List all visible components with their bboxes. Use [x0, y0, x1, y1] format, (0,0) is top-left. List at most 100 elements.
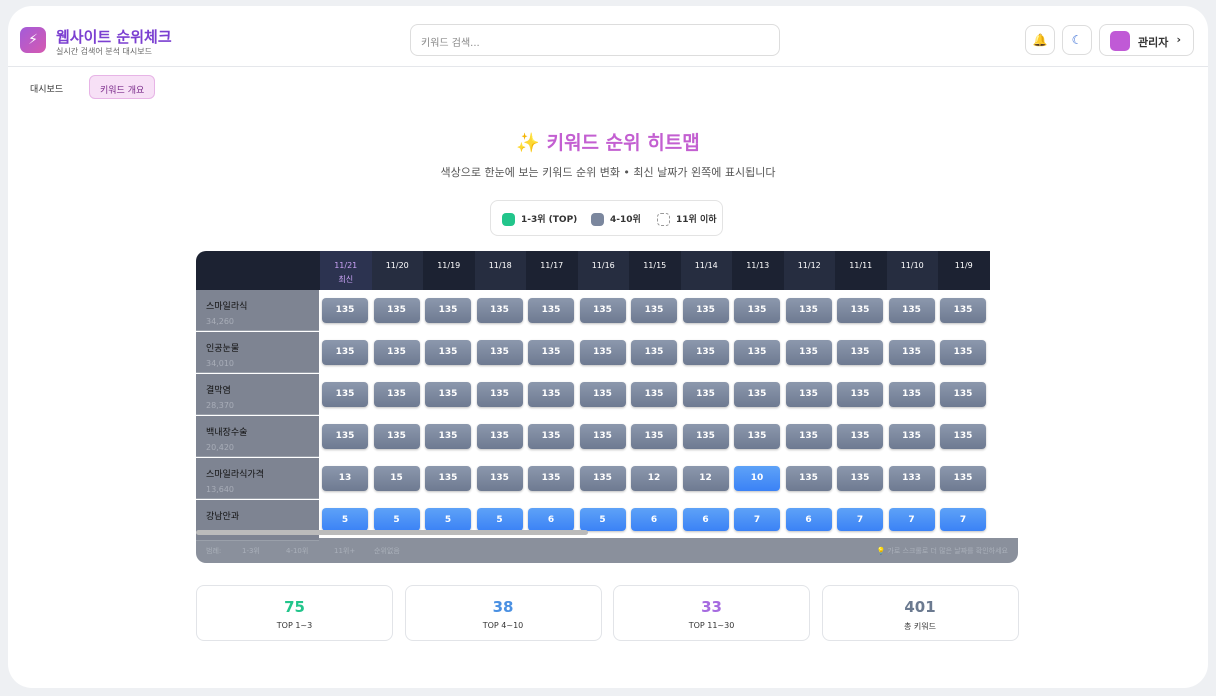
stat-value: 401	[904, 598, 936, 616]
rank-cell: 6	[785, 508, 832, 531]
rank-cell: 7	[734, 508, 780, 531]
theme-button[interactable]: ☾	[1062, 25, 1092, 55]
rank-cell: 12	[631, 466, 677, 491]
rank-cell: 5	[425, 508, 471, 531]
heatmap-table: 범례: 1-3위 4-10위 11위+ 순위없음 💡 가로 스크롤로 더 많은 …	[196, 251, 1018, 563]
tab-active[interactable]: 키워드 개요	[89, 75, 156, 99]
keyword-cell: 결막염 28,370	[196, 374, 319, 415]
rank-cell: 135	[425, 382, 471, 407]
latest-label: 최신	[338, 275, 354, 284]
date-label: 11/21	[334, 261, 358, 270]
date-header: 11/12	[783, 251, 835, 290]
date-label: 11/17	[540, 261, 564, 270]
rank-cell: 7	[888, 508, 935, 531]
volume: 34,260	[206, 317, 234, 326]
stat-label: TOP 4~10	[482, 621, 524, 630]
date-label: 11/9	[954, 261, 973, 270]
stat-card: 33 TOP 11~30	[613, 585, 810, 641]
keyword: 스마일라식가격	[206, 470, 264, 480]
rank-cell: 135	[940, 340, 986, 365]
notification-button[interactable]: 🔔	[1025, 25, 1055, 55]
heatmap-title: ✨ 키워드 순위 히트맵	[516, 132, 700, 154]
rank-cell: 135	[837, 340, 883, 365]
rank-cell: 135	[940, 382, 986, 407]
volume: 28,370	[206, 401, 234, 410]
date-header: 11/19	[423, 251, 475, 290]
rank-cell: 135	[425, 340, 471, 365]
date-label: 11/10	[900, 261, 924, 270]
rank-cell: 5	[476, 508, 523, 531]
rank-cell: 12	[682, 466, 729, 491]
rank-cell: 7	[837, 508, 883, 531]
rank-cell: 135	[579, 466, 626, 491]
date-label: 11/11	[849, 261, 873, 270]
table-footer: 범례: 1-3위 4-10위 11위+ 순위없음 💡 가로 스크롤로 더 많은 …	[196, 538, 1018, 563]
rank-cell: 13	[322, 466, 368, 491]
legend-label: 1-3위 (TOP)	[521, 215, 578, 225]
rank-cell: 135	[528, 340, 574, 365]
corner	[196, 251, 320, 290]
rank-cell: 135	[940, 466, 986, 491]
volume: 20,420	[206, 443, 234, 452]
rank-cell: 6	[528, 508, 574, 531]
keyword-cell: 백내장수술 20,420	[196, 416, 319, 457]
chevron: ›	[1176, 33, 1181, 46]
rank-cell: 135	[579, 424, 626, 449]
user-menu[interactable]: 관리자 ›	[1099, 24, 1194, 56]
logo: ⚡	[20, 27, 46, 53]
rank-cell: 15	[373, 466, 420, 491]
date-label: 11/16	[591, 261, 615, 270]
rank-cell: 135	[322, 340, 368, 365]
scrollbar	[196, 530, 588, 535]
legend-item: 1-3위 (TOP)	[502, 212, 577, 226]
keyword-cell: 스마일라식 34,260	[196, 290, 319, 331]
rank-cell: 133	[888, 466, 935, 491]
rank-cell: 135	[734, 424, 780, 449]
legend: 1-3위 (TOP) 4-10위 11위 이하	[490, 200, 723, 236]
rank-cell: 135	[579, 382, 626, 407]
rank-cell: 135	[631, 424, 677, 449]
rank-cell: 135	[528, 466, 574, 491]
legend-label: 4-10위	[610, 215, 641, 225]
rank-cell: 135	[682, 424, 729, 449]
rank-cell: 135	[425, 298, 471, 323]
rank-cell: 135	[940, 298, 986, 323]
rank-cell: 135	[682, 382, 729, 407]
rank-cell: 135	[476, 382, 523, 407]
rank-cell: 135	[322, 424, 368, 449]
stat-value: 75	[284, 598, 305, 616]
rank-cell: 135	[528, 298, 574, 323]
date-label: 11/12	[797, 261, 821, 270]
rank-cell: 135	[888, 382, 935, 407]
rank-cell: 135	[528, 424, 574, 449]
footer-legend-item: 4-10위	[286, 547, 309, 555]
rank-cell: 135	[425, 424, 471, 449]
rank-cell: 135	[631, 340, 677, 365]
app-title: 웹사이트 순위체크	[56, 28, 172, 46]
date-label: 11/14	[694, 261, 718, 270]
rank-cell: 135	[888, 424, 935, 449]
rank-cell: 135	[373, 298, 420, 323]
stat-label: TOP 11~30	[688, 621, 735, 630]
rank-cell: 135	[734, 340, 780, 365]
rank-cell: 135	[425, 466, 471, 491]
rank-cell: 135	[476, 340, 523, 365]
date-header: 11/18	[474, 251, 526, 290]
footer-legend-item: 순위없음	[374, 547, 400, 555]
keyword-cell: 스마일라식가격 13,640	[196, 458, 319, 499]
rank-cell: 135	[631, 382, 677, 407]
rank-cell: 135	[476, 298, 523, 323]
rank-cell: 135	[373, 382, 420, 407]
rank-cell: 135	[528, 382, 574, 407]
tab[interactable]: 대시보드	[30, 85, 64, 95]
rank-cell: 135	[888, 298, 935, 323]
keyword: 강남안과	[206, 512, 240, 522]
rank-cell: 135	[322, 298, 368, 323]
date-header: 11/11	[835, 251, 887, 290]
rank-cell: 5	[579, 508, 626, 531]
legend-item: 11위 이하	[657, 212, 717, 226]
search-input[interactable]: 키워드 검색...	[410, 24, 780, 56]
date-header: 11/16	[577, 251, 629, 290]
date-header: 11/20	[371, 251, 423, 290]
rank-cell: 135	[631, 298, 677, 323]
